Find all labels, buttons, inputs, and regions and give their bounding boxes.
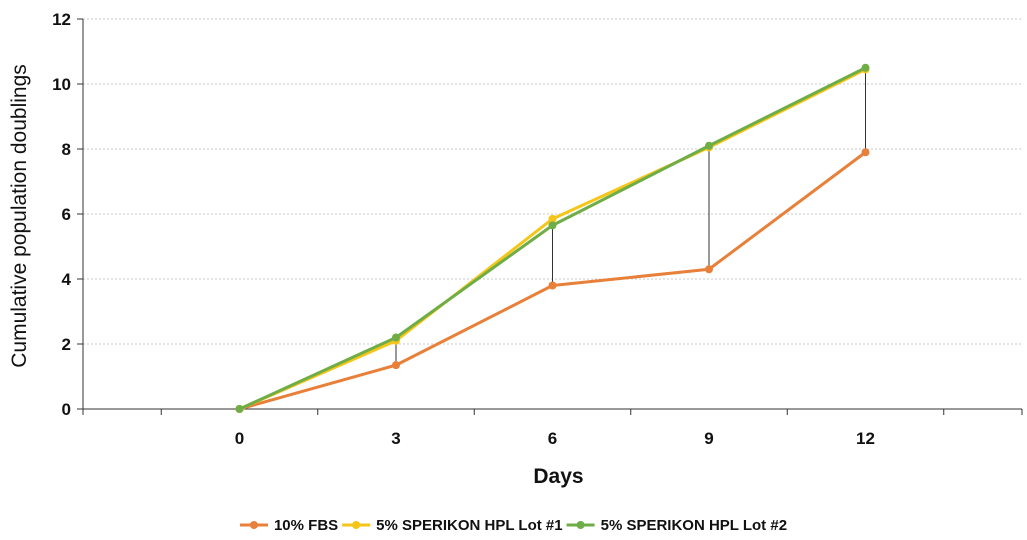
y-tick-label: 4 [62, 270, 72, 289]
x-tick-label: 6 [548, 429, 557, 448]
legend-swatch-dot [352, 521, 361, 529]
legend: 10% FBS 5% SPERIKON HPL Lot #1 5% SPERIKON… [239, 517, 787, 534]
y-tick-label: 10 [52, 75, 71, 94]
series-3 [235, 63, 870, 413]
y-tick-label: 6 [62, 205, 71, 224]
gridlines [83, 18, 1022, 345]
y-tick-label: 2 [62, 335, 71, 354]
y-axis-title: Cumulative population doublings [8, 64, 31, 368]
x-tick-label: 12 [856, 429, 875, 448]
x-tick-label: 3 [391, 429, 400, 448]
range-lines [395, 67, 866, 366]
legend-label: 5% SPERIKON HPL Lot #1 [376, 517, 562, 534]
legend-item: 5% SPERIKON HPL Lot #2 [566, 517, 787, 534]
series [235, 63, 870, 413]
data-point [705, 141, 713, 150]
data-point [861, 63, 870, 72]
y-tick-label: 8 [62, 140, 71, 159]
y-ticks: 0 2 4 6 8 10 12 [52, 10, 83, 419]
legend-swatch-dot [576, 521, 585, 529]
data-point [705, 265, 713, 274]
data-point [548, 214, 557, 223]
x-ticks: 0 3 6 9 12 [82, 409, 1023, 448]
y-tick-label: 0 [62, 400, 71, 419]
data-point [548, 281, 557, 290]
legend-swatch-dot [249, 521, 258, 529]
x-tick-label: 0 [235, 429, 244, 448]
legend-item: 5% SPERIKON HPL Lot #1 [342, 517, 563, 534]
legend-label: 5% SPERIKON HPL Lot #2 [601, 517, 787, 534]
y-tick-label: 12 [52, 10, 71, 29]
data-point [235, 405, 244, 413]
legend-item: 10% FBS [239, 517, 338, 534]
data-point [861, 148, 870, 157]
data-point [548, 221, 557, 230]
x-tick-label: 9 [704, 429, 713, 448]
legend-label: 10% FBS [274, 517, 338, 534]
data-point [392, 361, 400, 370]
data-point [392, 333, 400, 342]
x-axis-title: Days [533, 465, 583, 488]
